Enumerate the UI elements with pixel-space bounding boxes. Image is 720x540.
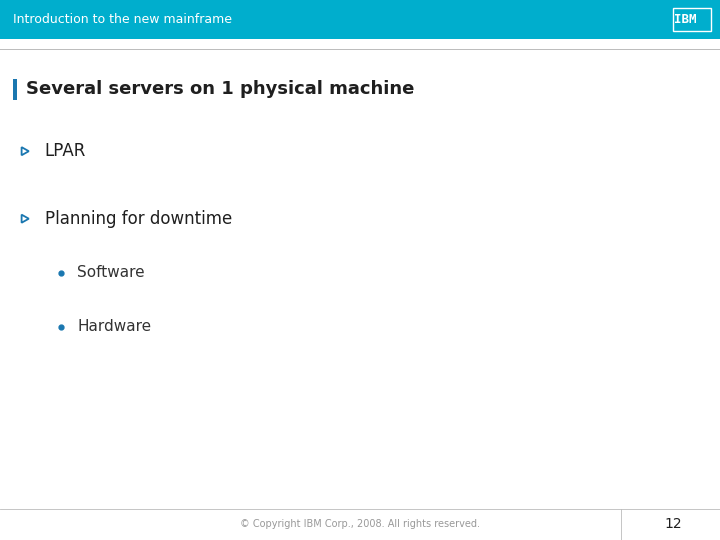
Text: Software: Software bbox=[77, 265, 145, 280]
Text: Hardware: Hardware bbox=[77, 319, 151, 334]
Text: 12: 12 bbox=[665, 517, 682, 531]
Text: Introduction to the new mainframe: Introduction to the new mainframe bbox=[13, 13, 232, 26]
Text: IBM: IBM bbox=[674, 13, 697, 26]
Text: Planning for downtime: Planning for downtime bbox=[45, 210, 232, 228]
Text: © Copyright IBM Corp., 2008. All rights reserved.: © Copyright IBM Corp., 2008. All rights … bbox=[240, 519, 480, 529]
Bar bbox=[0, 0, 720, 39]
Text: LPAR: LPAR bbox=[45, 142, 86, 160]
Text: Several servers on 1 physical machine: Several servers on 1 physical machine bbox=[26, 80, 414, 98]
Bar bbox=[13, 79, 17, 100]
